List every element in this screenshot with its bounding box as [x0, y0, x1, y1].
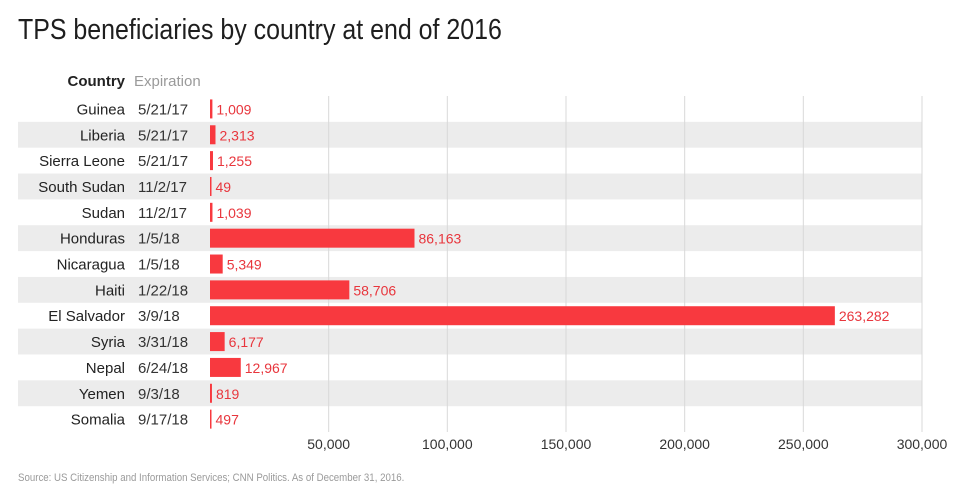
x-tick-label: 250,000 [778, 436, 829, 452]
row-band [18, 121, 922, 148]
data-label: 819 [216, 386, 240, 402]
country-label: Syria [91, 334, 126, 351]
expiration-label: 5/21/17 [138, 101, 188, 118]
country-label: Honduras [60, 231, 125, 248]
bar [210, 280, 350, 300]
country-label: Haiti [95, 282, 125, 299]
expiration-label: 9/3/18 [138, 386, 180, 403]
country-label: Sudan [82, 205, 125, 222]
expiration-label: 1/5/18 [138, 257, 180, 274]
expiration-label: 6/24/18 [138, 360, 188, 377]
bar [210, 99, 213, 119]
x-tick-label: 200,000 [659, 436, 710, 452]
bar [210, 357, 241, 377]
bar [210, 383, 212, 403]
bar [210, 409, 212, 429]
x-tick-label: 150,000 [541, 436, 592, 452]
row-band [18, 276, 922, 303]
bar [210, 254, 223, 274]
bar [210, 125, 216, 145]
row-band [18, 173, 922, 200]
value-labels: 1,009 2,313 1,255 49 1,039 86,163 5,349 58,706 2… [216, 101, 890, 427]
x-tick-label: 300,000 [897, 436, 948, 452]
x-tick-labels: 50,000 100,000 150,000 200,000 250,000 300,00… [307, 436, 947, 452]
column-headers: Country Expiration [68, 73, 201, 90]
bar [210, 306, 835, 326]
data-label: 497 [216, 412, 240, 428]
expiration-label: 3/9/18 [138, 308, 180, 325]
country-label: South Sudan [38, 179, 125, 196]
expiration-label: 11/2/17 [138, 205, 187, 222]
bars [210, 99, 835, 429]
bar [210, 151, 213, 171]
x-tick-label: 100,000 [422, 436, 473, 452]
data-label: 1,039 [216, 205, 251, 221]
country-label: Guinea [77, 101, 126, 118]
row-bands [18, 121, 922, 407]
source-note: Source: US Citizenship and Information S… [18, 472, 405, 484]
country-label: Yemen [79, 386, 125, 403]
x-tick-label: 50,000 [307, 436, 350, 452]
expiration-label: 1/5/18 [138, 231, 180, 248]
chart-title: TPS beneficiaries by country at end of 2… [18, 14, 502, 46]
data-label: 2,313 [219, 127, 254, 143]
expiration-label: 5/21/17 [138, 127, 188, 144]
expiration-label: 9/17/18 [138, 412, 188, 429]
expiration-column-header: Expiration [134, 73, 201, 90]
data-label: 12,967 [245, 360, 288, 376]
country-label: Liberia [80, 127, 126, 144]
row-band [18, 225, 922, 252]
country-label: Somalia [71, 412, 126, 429]
data-label: 6,177 [229, 334, 264, 350]
country-column-header: Country [68, 73, 126, 90]
data-label: 86,163 [418, 231, 461, 247]
data-label: 1,255 [217, 153, 252, 169]
country-label: Nicaragua [57, 257, 126, 274]
bar [210, 228, 415, 248]
data-label: 49 [216, 179, 232, 195]
expiration-label: 1/22/18 [138, 282, 188, 299]
expiration-label: 3/31/18 [138, 334, 188, 351]
data-label: 1,009 [216, 101, 251, 117]
expiration-label: 11/2/17 [138, 179, 187, 196]
data-label: 5,349 [227, 257, 262, 273]
data-label: 58,706 [353, 282, 396, 298]
bar [210, 202, 213, 222]
country-label: El Salvador [48, 308, 125, 325]
gridlines [328, 96, 923, 433]
rows: Guinea 5/21/17 Liberia 5/21/17 Sierra Leone 5… [38, 101, 188, 428]
bar [210, 332, 225, 352]
bar [210, 176, 212, 196]
country-label: Nepal [86, 360, 125, 377]
expiration-label: 5/21/17 [138, 153, 188, 170]
row-band [18, 328, 922, 355]
data-label: 263,282 [839, 308, 890, 324]
country-label: Sierra Leone [39, 153, 125, 170]
row-band [18, 380, 922, 407]
